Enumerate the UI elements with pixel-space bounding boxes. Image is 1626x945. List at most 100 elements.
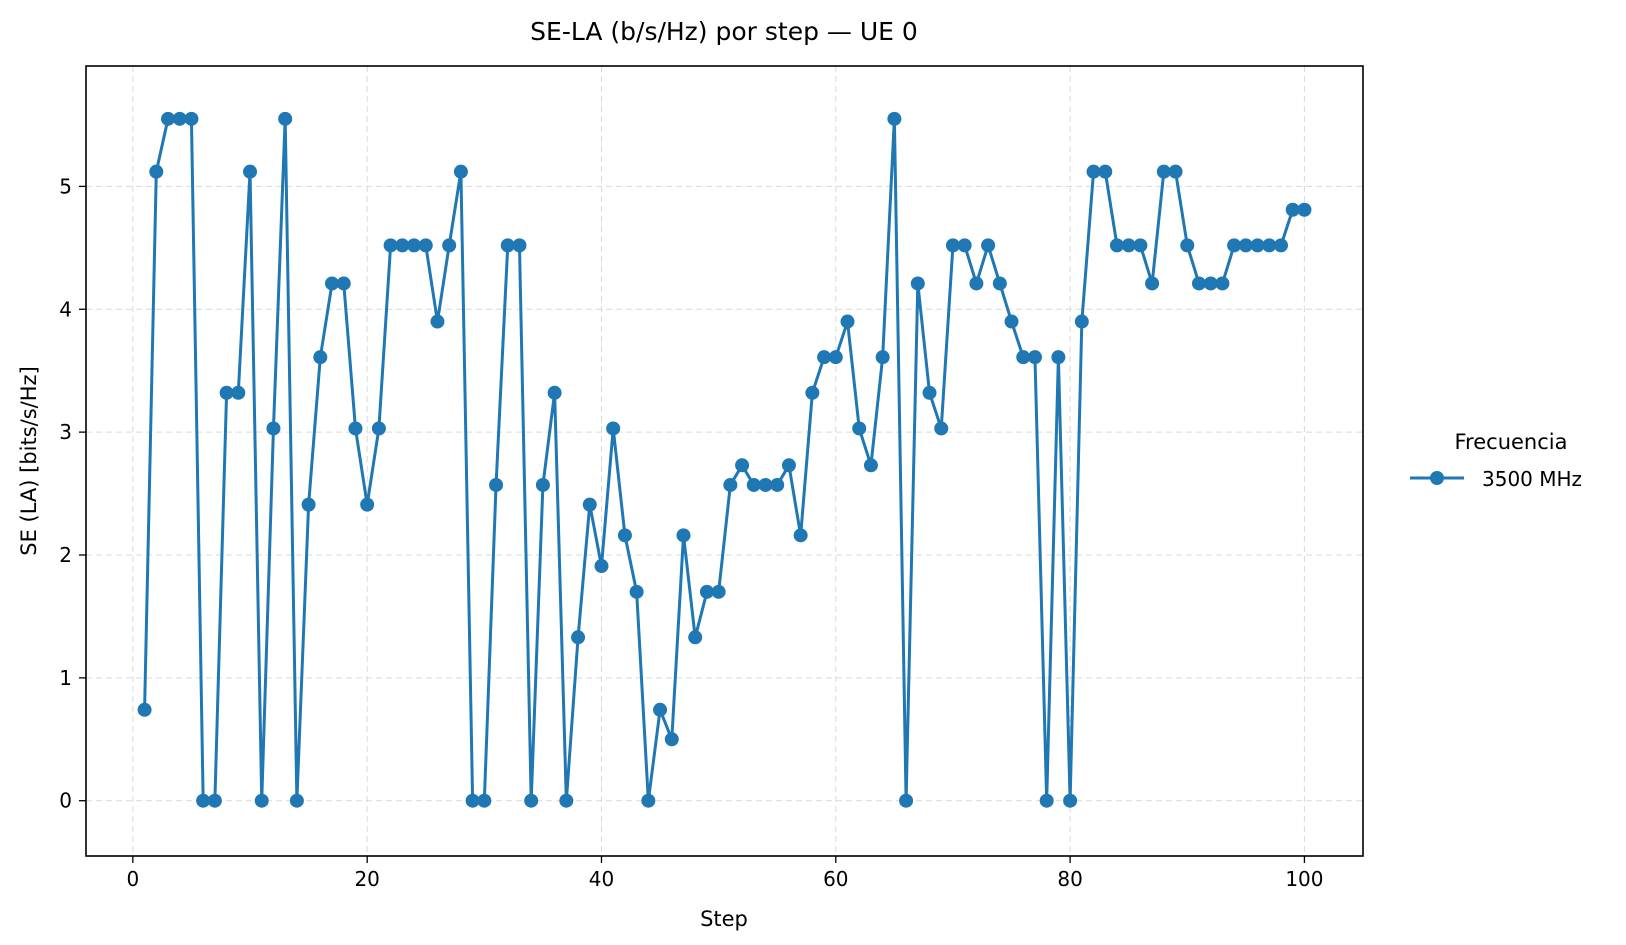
data-point	[231, 385, 246, 400]
legend-title: Frecuencia	[1455, 430, 1568, 454]
data-point	[676, 528, 691, 543]
data-point	[172, 111, 187, 126]
data-point	[289, 793, 304, 808]
data-point	[1168, 164, 1183, 179]
data-point	[512, 238, 527, 253]
data-point	[1285, 202, 1300, 217]
data-point	[1238, 238, 1253, 253]
data-point	[1250, 238, 1265, 253]
data-point	[418, 238, 433, 253]
data-point	[664, 732, 679, 747]
ticks: 0 20 40 60 80 100 0 1 2 3 4 5	[59, 174, 1323, 891]
x-tick-label: 0	[126, 867, 139, 891]
data-point	[1027, 350, 1042, 365]
data-point	[758, 477, 773, 492]
data-point	[207, 793, 222, 808]
y-axis-label: SE (LA) [bits/s/Hz]	[17, 366, 41, 556]
legend: Frecuencia 3500 MHz	[1410, 430, 1582, 491]
data-point	[219, 385, 234, 400]
data-point	[1297, 202, 1312, 217]
data-point	[992, 276, 1007, 291]
data-point	[489, 477, 504, 492]
data-point	[828, 350, 843, 365]
y-tick-label: 3	[59, 420, 72, 444]
plot-frame	[85, 65, 1364, 857]
data-point	[1004, 314, 1019, 329]
legend-marker-swatch	[1430, 471, 1444, 485]
data-point	[1086, 164, 1101, 179]
data-point	[852, 421, 867, 436]
data-point	[1273, 238, 1288, 253]
data-point	[688, 630, 703, 645]
y-tick-label: 5	[59, 174, 72, 198]
data-point	[465, 793, 480, 808]
y-tick-label: 2	[59, 543, 72, 567]
data-point	[196, 793, 211, 808]
data-point	[781, 458, 796, 473]
x-tick-label: 100	[1285, 867, 1323, 891]
data-point	[699, 584, 714, 599]
data-point	[301, 497, 316, 512]
data-point	[1191, 276, 1206, 291]
data-point	[653, 702, 668, 717]
data-point	[1133, 238, 1148, 253]
data-point	[407, 238, 422, 253]
data-point	[934, 421, 949, 436]
series-layer	[137, 111, 1312, 808]
x-tick-label: 80	[1057, 867, 1082, 891]
data-point	[887, 111, 902, 126]
data-point	[1098, 164, 1113, 179]
data-point	[453, 164, 468, 179]
data-point	[430, 314, 445, 329]
data-point	[910, 276, 925, 291]
data-point	[243, 164, 258, 179]
data-point	[1180, 238, 1195, 253]
data-point	[161, 111, 176, 126]
data-point	[1156, 164, 1171, 179]
data-point	[1145, 276, 1160, 291]
data-point	[547, 385, 562, 400]
data-point	[770, 477, 785, 492]
data-point	[336, 276, 351, 291]
data-point	[723, 477, 738, 492]
x-axis-label: Step	[700, 907, 748, 931]
data-point	[1051, 350, 1066, 365]
data-point	[945, 238, 960, 253]
data-point	[1074, 314, 1089, 329]
y-tick-label: 4	[59, 297, 72, 321]
data-point	[149, 164, 164, 179]
data-point	[184, 111, 199, 126]
data-point	[266, 421, 281, 436]
data-point	[957, 238, 972, 253]
data-point	[899, 793, 914, 808]
data-point	[371, 421, 386, 436]
data-point	[863, 458, 878, 473]
data-point	[1109, 238, 1124, 253]
data-point	[582, 497, 597, 512]
data-point	[383, 238, 398, 253]
data-point	[535, 477, 550, 492]
x-tick-label: 20	[354, 867, 379, 891]
data-point	[500, 238, 515, 253]
legend-label: 3500 MHz	[1482, 467, 1582, 491]
data-point	[969, 276, 984, 291]
data-point	[348, 421, 363, 436]
data-point	[1203, 276, 1218, 291]
data-point	[559, 793, 574, 808]
data-point	[1063, 793, 1078, 808]
data-point	[606, 421, 621, 436]
chart-title: SE-LA (b/s/Hz) por step — UE 0	[530, 17, 918, 46]
data-point	[793, 528, 808, 543]
data-point	[325, 276, 340, 291]
data-point	[524, 793, 539, 808]
data-point	[395, 238, 410, 253]
data-point	[711, 584, 726, 599]
data-point	[875, 350, 890, 365]
x-tick-label: 60	[823, 867, 848, 891]
data-point	[137, 702, 152, 717]
data-point	[1227, 238, 1242, 253]
data-point	[1039, 793, 1054, 808]
data-point	[805, 385, 820, 400]
